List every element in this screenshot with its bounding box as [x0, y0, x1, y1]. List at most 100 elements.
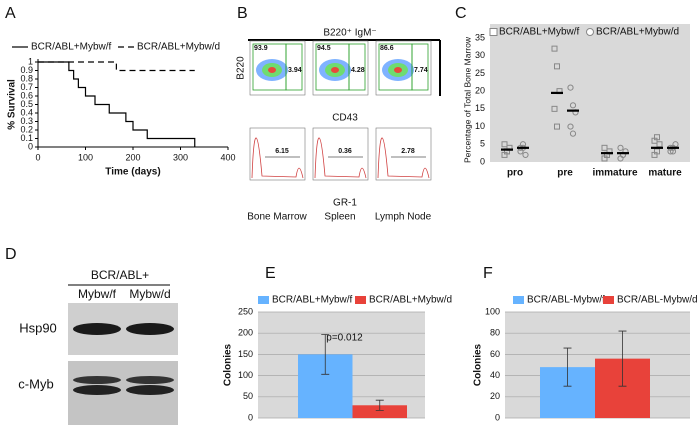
- data-point: [567, 123, 574, 130]
- y-axis-label: Colonies: [473, 343, 484, 386]
- gate-value: 7.74: [414, 67, 428, 74]
- y-tick-label: 100: [485, 306, 500, 316]
- data-point: [654, 134, 660, 141]
- y-tick-label: 15: [475, 103, 485, 113]
- error-bar: [375, 399, 384, 411]
- data-point: [554, 63, 560, 70]
- annotation: p=0.012: [326, 333, 363, 344]
- legend-label: BCR/ABL+Mybw/d: [137, 42, 220, 53]
- x-axis-label: Time (days): [105, 167, 160, 178]
- y-tick-label: 20: [490, 391, 500, 401]
- flow-y-label: B220: [236, 56, 247, 80]
- y-tick-label: 150: [238, 349, 253, 359]
- x-tick-label: mature: [648, 168, 682, 179]
- y-tick-label: 0.1: [20, 133, 33, 143]
- legend-label: BCR/ABL+Mybw/d: [369, 295, 452, 306]
- y-tick-label: 0.2: [20, 124, 33, 134]
- flow-title: B220⁺ IgM⁻: [323, 28, 376, 39]
- y-tick-label: 35: [475, 32, 485, 42]
- band: [73, 385, 121, 395]
- data-point: [551, 45, 558, 52]
- y-tick-label: 0.4: [20, 107, 33, 117]
- data-point: [569, 130, 577, 137]
- band: [126, 376, 174, 384]
- cell-cloud: [394, 67, 402, 73]
- y-tick-label: 10: [475, 121, 485, 131]
- panel-letter: D: [5, 246, 17, 263]
- y-tick-label: 0.9: [20, 65, 33, 75]
- data-point: [601, 144, 608, 151]
- band: [73, 376, 121, 384]
- gate-value: 0.36: [338, 148, 352, 155]
- flow-x-label: CD43: [332, 113, 358, 124]
- histogram: [251, 137, 304, 179]
- legend-swatch: [258, 296, 269, 304]
- band: [73, 323, 121, 335]
- tissue-label: Bone Marrow: [247, 212, 307, 223]
- y-tick-label: 80: [490, 328, 500, 338]
- gate-value: 4.28: [351, 67, 365, 74]
- y-tick-label: 0.8: [20, 73, 33, 83]
- y-axis-label: Percentage of Total Bone Marrow: [462, 36, 472, 163]
- error-bar: [618, 330, 627, 387]
- legend-label: BCR/ABL-Mybw/f: [527, 295, 605, 306]
- y-tick-label: 0: [480, 156, 485, 166]
- x-tick-label: immature: [592, 168, 637, 179]
- histogram: [314, 137, 367, 179]
- x-tick-label: 100: [78, 152, 93, 162]
- gate-value: 6.15: [275, 148, 289, 155]
- bar: [352, 405, 407, 418]
- x-tick-label: 300: [173, 152, 188, 162]
- data-point: [617, 144, 624, 151]
- gate: [285, 43, 303, 91]
- x-tick-label: 200: [125, 152, 140, 162]
- data-point: [501, 141, 508, 148]
- y-tick-label: 250: [238, 306, 253, 316]
- y-tick-label: 60: [490, 349, 500, 359]
- legend-label: BCR/ABL+Mybw/f: [499, 27, 580, 38]
- y-tick-label: 20: [475, 86, 485, 96]
- y-tick-label: 0.3: [20, 116, 33, 126]
- legend-label: BCR/ABL+Mybw/f: [31, 42, 112, 53]
- error-bar: [563, 347, 572, 387]
- gate-value: 94.5: [317, 45, 331, 52]
- gate-value: 3.94: [288, 67, 302, 74]
- gate: [348, 43, 366, 91]
- y-tick-label: 200: [238, 328, 253, 338]
- y-axis-label: Colonies: [223, 343, 234, 386]
- lane-label: Mybw/d: [129, 287, 170, 301]
- y-tick-label: 0.5: [20, 99, 33, 109]
- y-axis-label: % Survival: [7, 79, 18, 130]
- cell-cloud: [268, 67, 276, 73]
- legend-label: BCR/ABL+Mybw/d: [596, 27, 679, 38]
- panel-letter: C: [455, 5, 467, 22]
- y-tick-label: 40: [490, 370, 500, 380]
- data-point: [554, 123, 560, 130]
- histogram-plot: [312, 127, 369, 181]
- y-tick-label: 100: [238, 370, 253, 380]
- legend-marker: [489, 28, 498, 36]
- histogram: [377, 137, 430, 179]
- data-point: [522, 151, 529, 159]
- data-point: [567, 84, 574, 91]
- tissue-label: Lymph Node: [375, 212, 432, 223]
- gate-value: 93.9: [254, 45, 268, 52]
- y-tick-label: 50: [243, 391, 253, 401]
- x-tick-label: pro: [507, 168, 523, 179]
- data-point: [569, 102, 577, 109]
- gate-value: 86.6: [380, 45, 394, 52]
- survival-curve: [38, 61, 196, 147]
- histogram-plot: [249, 127, 306, 181]
- y-tick-label: 5: [480, 139, 485, 149]
- x-tick-label: 400: [220, 152, 235, 162]
- lane-label: Mybw/f: [78, 287, 117, 301]
- y-tick-label: 0.6: [20, 90, 33, 100]
- band: [126, 323, 174, 335]
- protein-label: c-Myb: [18, 376, 53, 391]
- legend-label: BCR/ABL-Mybw/d: [617, 295, 698, 306]
- legend-marker: [586, 28, 594, 36]
- panel-letter: B: [237, 5, 248, 22]
- y-tick-label: 0: [495, 412, 500, 422]
- y-tick-label: 25: [475, 68, 485, 78]
